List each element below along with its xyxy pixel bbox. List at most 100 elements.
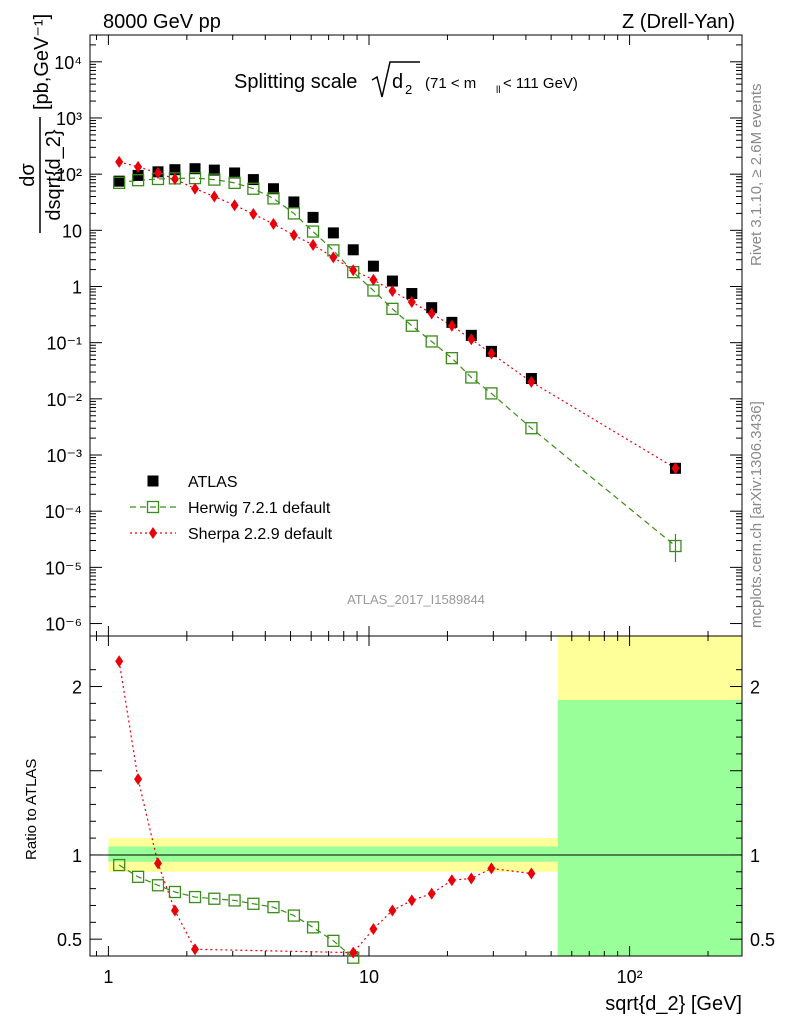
sherpa-data-point — [671, 462, 680, 475]
atlas-data-point — [132, 169, 144, 181]
y-tick-label-ratio: 2 — [72, 678, 82, 698]
sherpa-ratio-point — [170, 904, 179, 917]
x-axis-label: sqrt{d_2} [GeV] — [605, 993, 742, 1015]
legend-herwig-label: Herwig 7.2.1 default — [188, 500, 331, 517]
herwig-ratio-point — [168, 885, 182, 899]
sherpa-ratio-point — [369, 923, 378, 936]
y-axis-label-ratio: Ratio to ATLAS — [23, 759, 40, 860]
herwig-data-point — [465, 371, 478, 384]
sherpa-data-point — [230, 199, 239, 212]
y-tick-label-main: 10³ — [56, 109, 82, 129]
atlas-data-point — [406, 288, 418, 300]
band-1-bin-0 — [108, 846, 558, 862]
herwig-ratio-point — [267, 901, 280, 914]
y-tick-label-main: 1 — [72, 277, 82, 297]
y-axis-label-unit: [pb,GeV⁻¹] — [31, 14, 53, 110]
sherpa-ratio-point — [527, 867, 536, 880]
herwig-data-point — [267, 192, 280, 205]
herwig-ratio-point — [208, 892, 221, 905]
atlas-data-point — [247, 174, 259, 186]
atlas-data-point — [267, 183, 279, 195]
y-tick-label-ratio-right: 1 — [750, 846, 760, 866]
chart-title-range-end: < 111 GeV) — [503, 75, 578, 92]
sherpa-data-point — [289, 229, 298, 242]
chart-title: Splitting scale d 2 (71 < m ll < 111 GeV) — [234, 61, 578, 98]
sqrt-sign-icon — [371, 61, 420, 98]
atlas-data-point — [229, 167, 241, 179]
sherpa-data-point — [210, 190, 219, 203]
herwig-data-point — [113, 176, 126, 190]
herwig-ratio-point — [306, 921, 320, 934]
sherpa-data-point — [153, 166, 162, 179]
ratio-series — [118, 661, 532, 956]
atlas-data-point — [386, 275, 398, 287]
herwig-ratio-point — [151, 879, 165, 892]
x-tick-label: 1 — [103, 967, 113, 987]
analysis-watermark: ATLAS_2017_I1589844 — [347, 592, 485, 607]
sherpa-ratio-point — [153, 857, 162, 870]
chart-title-range-subscript: ll — [496, 85, 500, 96]
sherpa-ratio-point — [115, 655, 124, 668]
sherpa-data-point — [388, 285, 397, 298]
y-tick-label-ratio-right: 0.5 — [750, 930, 775, 950]
atlas-data-point — [169, 164, 181, 176]
y-axis-label-denominator: dsqrt{d_2} — [43, 129, 65, 221]
main-plot-frame — [89, 34, 743, 637]
atlas-data-point — [208, 164, 220, 176]
legend-atlas-label: ATLAS — [188, 474, 238, 491]
sherpa-data-point — [369, 273, 378, 286]
sherpa-data-point — [447, 319, 456, 332]
ratio-plot-frame — [89, 635, 743, 957]
y-tick-label-main: 10⁻⁵ — [45, 558, 82, 578]
sherpa-ratio-point — [349, 946, 358, 959]
y-axis-label-numerator: dσ — [17, 163, 39, 187]
herwig-series-line — [119, 177, 676, 547]
herwig-ratio-point — [327, 934, 340, 947]
herwig-data-point — [306, 225, 320, 238]
y-tick-label-main: 10⁴ — [54, 53, 82, 73]
sherpa-data-point — [170, 172, 179, 185]
sherpa-series-line — [119, 161, 676, 469]
sherpa-data-point — [115, 155, 124, 168]
x-tick-label: 10 — [359, 967, 379, 987]
y-tick-label-main: 10⁻² — [46, 390, 82, 410]
legend-herwig-marker — [146, 500, 160, 514]
sherpa-ratio-point — [427, 887, 436, 900]
sherpa-data-point — [527, 375, 536, 388]
legend-atlas-marker — [147, 475, 159, 487]
legend-sherpa-label: Sherpa 2.2.9 default — [188, 526, 333, 543]
atlas-data-point — [189, 163, 201, 175]
y-tick-label-main: 10² — [56, 165, 82, 185]
herwig-data-point — [525, 422, 538, 435]
sherpa-data-point — [329, 251, 338, 264]
y-tick-label-ratio: 1 — [72, 846, 82, 866]
sherpa-data-point — [349, 264, 358, 277]
x-tick-label: 10² — [617, 967, 643, 987]
atlas-data-point — [367, 260, 379, 272]
atlas-data-point — [347, 244, 359, 256]
herwig-data-point — [485, 387, 498, 400]
sherpa-data-point — [467, 333, 476, 346]
y-tick-label-ratio-right: 2 — [750, 678, 760, 698]
sherpa-ratio-point — [487, 862, 496, 875]
herwig-ratio-point — [247, 897, 260, 910]
herwig-ratio-line — [118, 864, 353, 956]
legend-sherpa-marker — [149, 527, 157, 539]
herwig-data-point — [208, 173, 221, 186]
chart-title-subscript: 2 — [405, 82, 412, 97]
sherpa-ratio-point — [447, 874, 456, 887]
herwig-ratio-point — [228, 894, 241, 907]
herwig-data-point — [131, 174, 145, 187]
herwig-data-point — [405, 319, 418, 332]
sherpa-ratio-point — [467, 872, 476, 885]
band-1-bin-1 — [557, 700, 742, 956]
herwig-data-point — [425, 335, 438, 348]
sherpa-ratio-point — [191, 943, 200, 956]
uncertainty-bands — [108, 636, 742, 956]
herwig-ratio-point — [113, 858, 126, 872]
sherpa-ratio-line — [118, 661, 532, 954]
y-tick-label-main: 10⁻¹ — [46, 334, 82, 354]
header-left-label: 8000 GeV pp — [103, 11, 221, 33]
sherpa-data-point — [427, 307, 436, 320]
